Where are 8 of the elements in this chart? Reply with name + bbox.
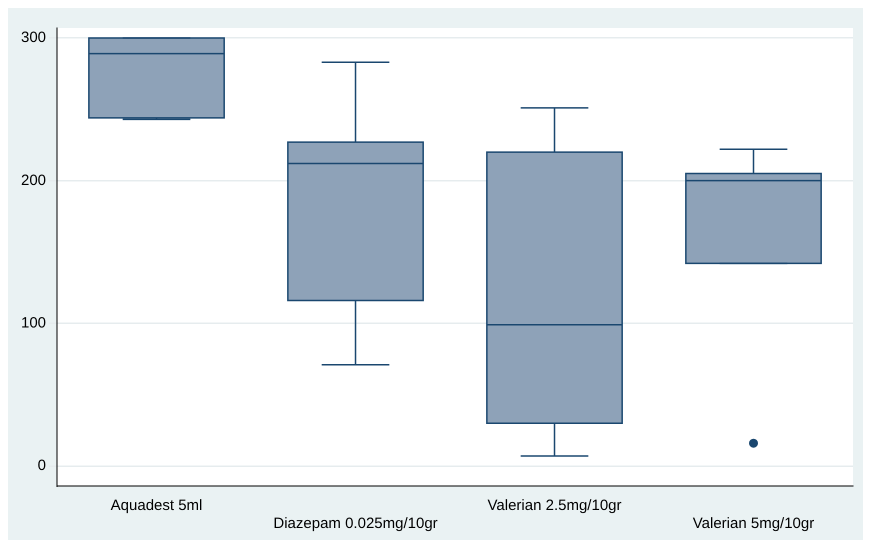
y-tick-label: 100 [20,314,46,332]
y-tick-label: 0 [38,457,46,474]
x-tick-label: Valerian 5mg/10gr [692,515,814,532]
x-tick-label: Aquadest 5ml [110,497,202,514]
x-tick-label: Valerian 2.5mg/10gr [488,497,622,514]
y-tick-label: 300 [20,29,46,46]
x-tick-label: Diazepam 0.025mg/10gr [273,515,438,532]
y-tick-label: 200 [20,172,46,189]
